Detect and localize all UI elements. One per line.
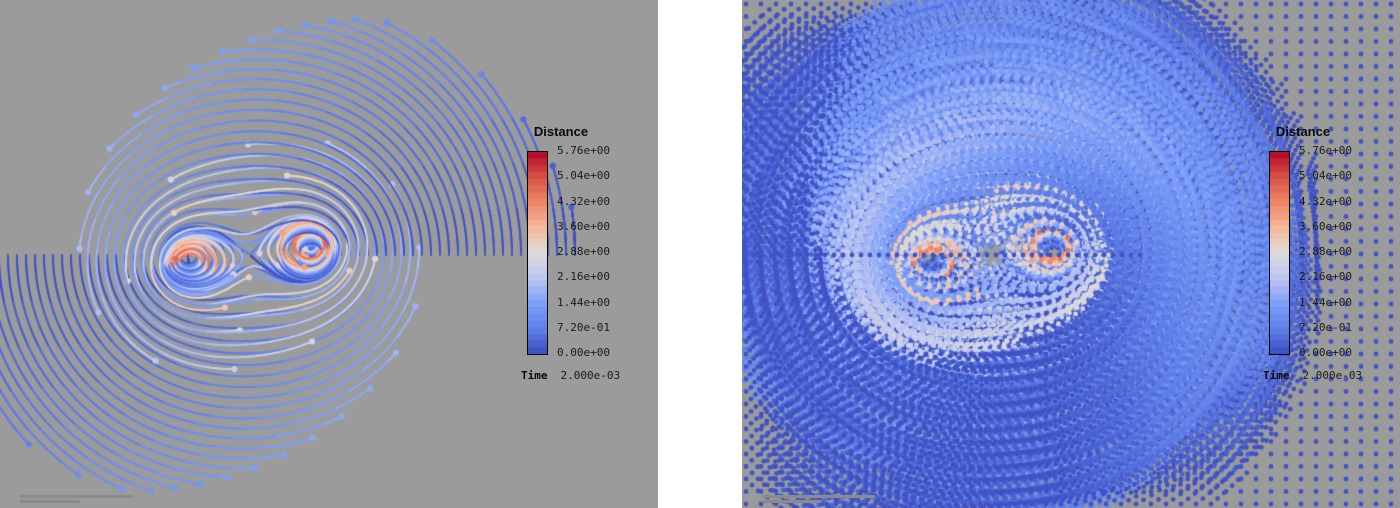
- fine-print-line: [20, 495, 133, 498]
- fine-print: [762, 495, 875, 503]
- particles-canvas[interactable]: [742, 0, 1400, 508]
- fine-print-line: [762, 500, 822, 503]
- panel-particles[interactable]: Distance 5.76e+00 5.04e+00 4.32e+00 3.60…: [742, 0, 1400, 508]
- fine-print-line: [762, 495, 875, 498]
- fine-print-line: [20, 500, 80, 503]
- fine-print: [20, 495, 133, 503]
- panel-pathlines[interactable]: Distance 5.76e+00 5.04e+00 4.32e+00 3.60…: [0, 0, 658, 508]
- panel-divider: [658, 0, 742, 508]
- pathlines-canvas[interactable]: [0, 0, 658, 508]
